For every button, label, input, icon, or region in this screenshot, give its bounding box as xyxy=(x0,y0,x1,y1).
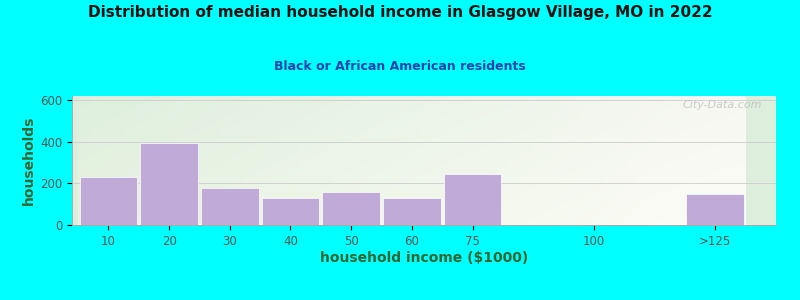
Text: Distribution of median household income in Glasgow Village, MO in 2022: Distribution of median household income … xyxy=(88,4,712,20)
Bar xyxy=(140,143,198,225)
Text: City-Data.com: City-Data.com xyxy=(682,100,762,110)
Bar xyxy=(444,174,502,225)
Bar xyxy=(686,194,744,225)
Bar xyxy=(322,192,380,225)
Text: Black or African American residents: Black or African American residents xyxy=(274,60,526,73)
Bar xyxy=(79,177,138,225)
Bar xyxy=(383,198,441,225)
Bar xyxy=(262,198,319,225)
Bar xyxy=(201,188,258,225)
Y-axis label: households: households xyxy=(22,116,36,205)
X-axis label: household income ($1000): household income ($1000) xyxy=(320,250,528,265)
